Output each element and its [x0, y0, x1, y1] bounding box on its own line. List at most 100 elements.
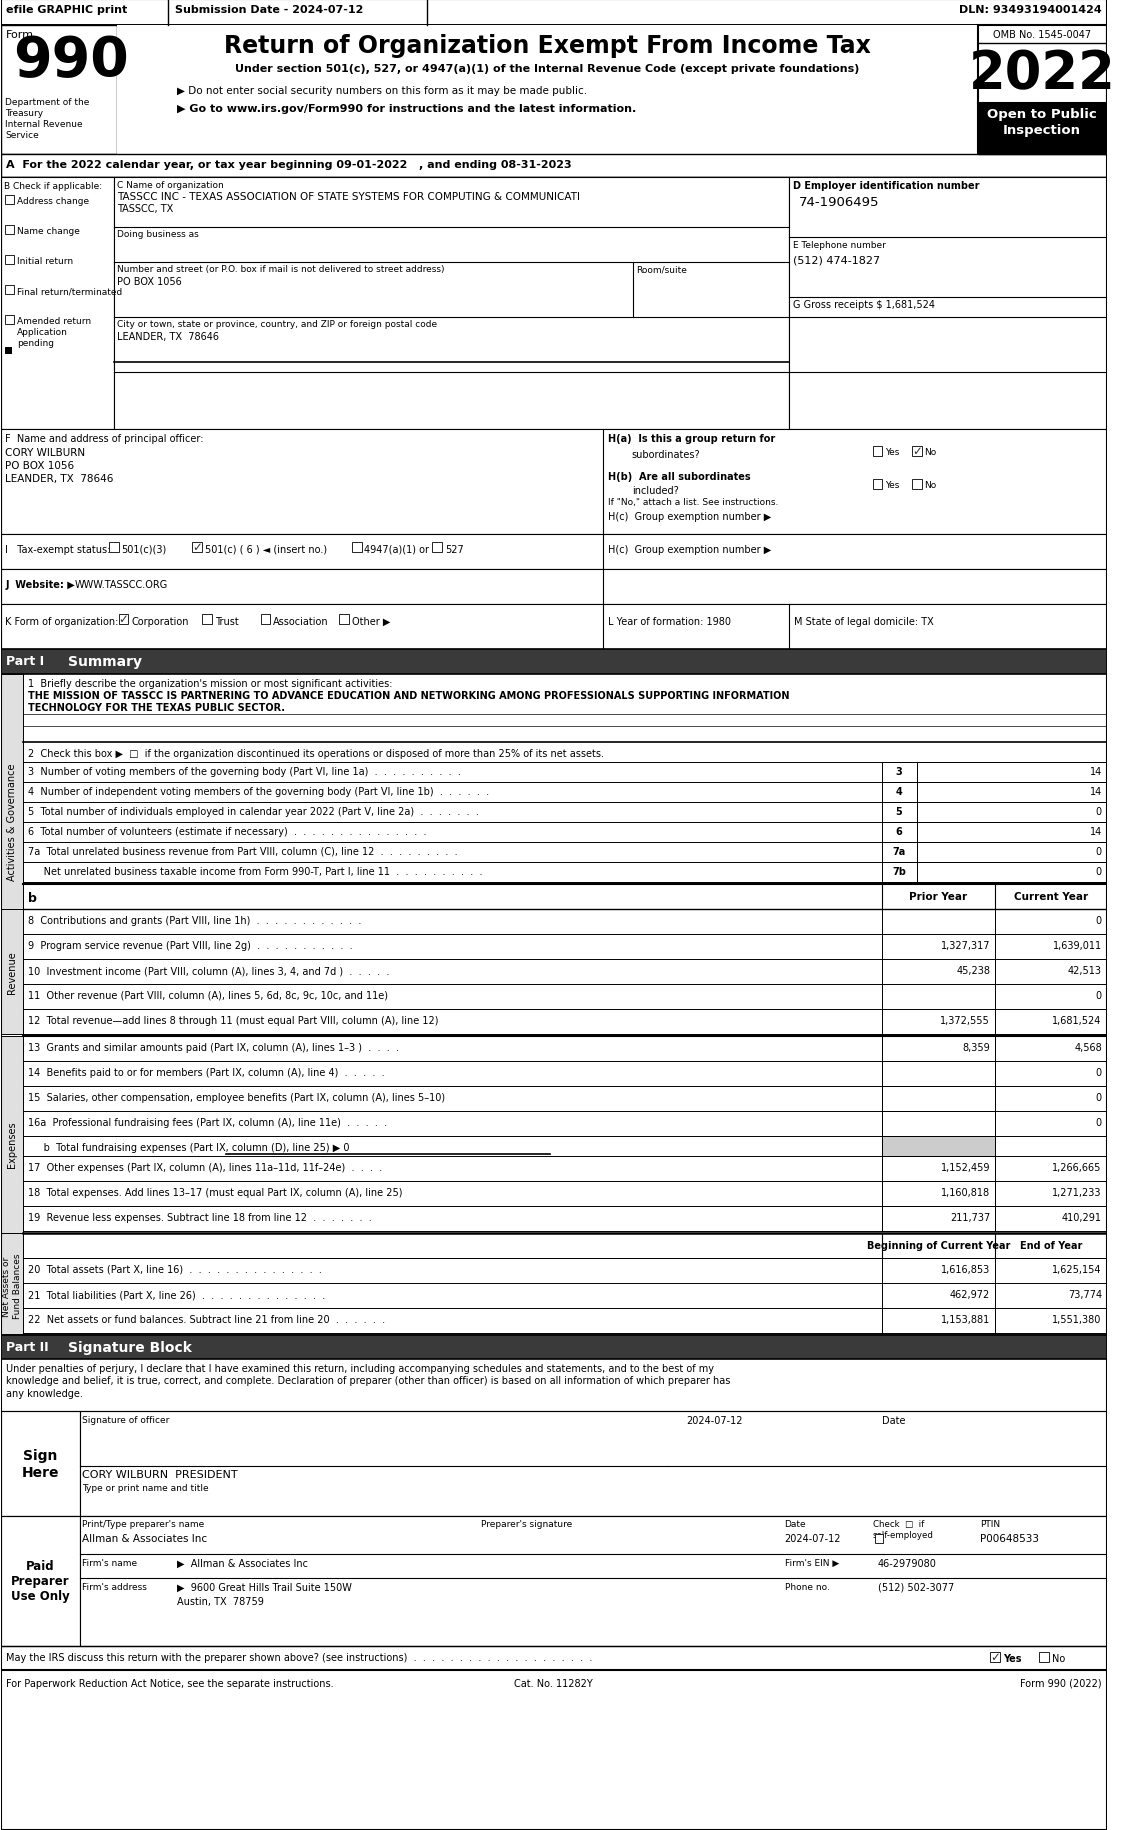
Text: 14: 14 — [1089, 787, 1102, 796]
Text: 0: 0 — [1095, 990, 1102, 1001]
Text: 1,372,555: 1,372,555 — [940, 1016, 990, 1025]
Text: 46-2979080: 46-2979080 — [877, 1557, 936, 1568]
Text: 13  Grants and similar amounts paid (Part IX, column (A), lines 1–3 )  .  .  .  : 13 Grants and similar amounts paid (Part… — [27, 1043, 399, 1052]
Text: 17  Other expenses (Part IX, column (A), lines 11a–11d, 11f–24e)  .  .  .  .: 17 Other expenses (Part IX, column (A), … — [27, 1162, 382, 1173]
Bar — [114, 178, 789, 430]
Bar — [192, 544, 202, 553]
Bar — [917, 783, 1106, 803]
Text: Date: Date — [785, 1519, 806, 1528]
Text: Part II: Part II — [6, 1340, 49, 1352]
Bar — [883, 822, 917, 842]
Bar — [6, 348, 12, 355]
Text: 2  Check this box ▶  □  if the organization discontinued its operations or dispo: 2 Check this box ▶ □ if the organization… — [27, 748, 604, 759]
Text: ▶  Allman & Associates Inc: ▶ Allman & Associates Inc — [177, 1557, 308, 1568]
Text: H(a)  Is this a group return for: H(a) Is this a group return for — [609, 434, 776, 443]
Bar — [432, 544, 441, 553]
Text: Trust: Trust — [215, 617, 238, 626]
Text: 14: 14 — [1089, 767, 1102, 776]
Bar — [883, 1206, 995, 1232]
Text: 2024-07-12: 2024-07-12 — [785, 1534, 841, 1543]
Text: ✓: ✓ — [990, 1651, 1000, 1663]
Text: 990: 990 — [12, 35, 129, 88]
Text: H(c)  Group exemption number ▶: H(c) Group exemption number ▶ — [609, 512, 771, 522]
Text: 10  Investment income (Part VIII, column (A), lines 3, 4, and 7d )  .  .  .  .  : 10 Investment income (Part VIII, column … — [27, 966, 390, 975]
Text: Return of Organization Exempt From Income Tax: Return of Organization Exempt From Incom… — [225, 35, 870, 59]
Bar — [1, 26, 1106, 156]
Text: End of Year: End of Year — [1019, 1241, 1082, 1250]
Text: H(b)  Are all subordinates: H(b) Are all subordinates — [609, 472, 751, 481]
Text: CORY WILBURN: CORY WILBURN — [6, 448, 85, 458]
Bar — [116, 26, 979, 156]
Text: 14  Benefits paid to or for members (Part IX, column (A), line 4)  .  .  .  .  .: 14 Benefits paid to or for members (Part… — [27, 1067, 384, 1078]
Text: OMB No. 1545-0047: OMB No. 1545-0047 — [994, 29, 1091, 40]
Bar — [23, 884, 1106, 910]
Text: Austin, TX  78759: Austin, TX 78759 — [177, 1596, 264, 1607]
Text: Net unrelated business taxable income from Form 990-T, Part I, line 11  .  .  . : Net unrelated business taxable income fr… — [27, 867, 482, 877]
Bar — [917, 822, 1106, 842]
Text: PTIN: PTIN — [980, 1519, 1000, 1528]
Text: 42,513: 42,513 — [1068, 966, 1102, 975]
Text: Yes: Yes — [1003, 1652, 1022, 1663]
Text: I   Tax-exempt status:: I Tax-exempt status: — [6, 545, 111, 554]
Text: Final return/terminated: Final return/terminated — [17, 287, 122, 296]
Text: (512) 474-1827: (512) 474-1827 — [794, 254, 881, 265]
Text: Sign
Here: Sign Here — [21, 1449, 59, 1479]
Text: 9  Program service revenue (Part VIII, line 2g)  .  .  .  .  .  .  .  .  .  .  .: 9 Program service revenue (Part VIII, li… — [27, 941, 352, 950]
Text: 18  Total expenses. Add lines 13–17 (must equal Part IX, column (A), line 25): 18 Total expenses. Add lines 13–17 (must… — [27, 1188, 402, 1197]
Text: PO BOX 1056: PO BOX 1056 — [6, 461, 75, 470]
Bar — [883, 862, 917, 882]
Bar — [1039, 1652, 1049, 1662]
Text: 4: 4 — [895, 787, 902, 796]
Text: Expenses: Expenses — [7, 1120, 17, 1168]
Text: Doing business as: Doing business as — [116, 231, 199, 240]
Text: J  Website: ▶: J Website: ▶ — [6, 580, 75, 589]
Text: 4,568: 4,568 — [1074, 1043, 1102, 1052]
Text: Firm's name: Firm's name — [82, 1557, 138, 1566]
Text: efile GRAPHIC print: efile GRAPHIC print — [6, 5, 128, 15]
Text: 8,359: 8,359 — [962, 1043, 990, 1052]
Text: ✓: ✓ — [192, 542, 202, 554]
Text: 0: 0 — [1095, 1118, 1102, 1127]
Bar — [883, 803, 917, 822]
Text: E Telephone number: E Telephone number — [794, 242, 886, 251]
Bar — [1, 569, 1106, 604]
Bar — [1, 178, 114, 430]
Text: Phone no.: Phone no. — [785, 1583, 830, 1590]
Bar — [6, 196, 14, 205]
Text: 12  Total revenue—add lines 8 through 11 (must equal Part VIII, column (A), line: 12 Total revenue—add lines 8 through 11 … — [27, 1016, 438, 1025]
Text: 1  Briefly describe the organization's mission or most significant activities:: 1 Briefly describe the organization's mi… — [27, 679, 392, 688]
Bar — [1, 1036, 23, 1252]
Bar — [883, 1111, 995, 1136]
Text: Application: Application — [17, 328, 68, 337]
Text: TASSCC INC - TEXAS ASSOCIATION OF STATE SYSTEMS FOR COMPUTING & COMMUNICATI: TASSCC INC - TEXAS ASSOCIATION OF STATE … — [116, 192, 579, 201]
Text: Yes: Yes — [885, 481, 900, 490]
Text: Paid
Preparer
Use Only: Paid Preparer Use Only — [11, 1559, 70, 1603]
Text: 0: 0 — [1095, 807, 1102, 816]
Text: 0: 0 — [1095, 915, 1102, 926]
Text: 7a: 7a — [893, 847, 905, 856]
Text: No: No — [1052, 1652, 1065, 1663]
Text: Department of the
Treasury
Internal Revenue
Service: Department of the Treasury Internal Reve… — [6, 99, 89, 141]
Bar — [202, 615, 212, 624]
Text: Corporation: Corporation — [131, 617, 189, 626]
Bar — [1, 604, 1106, 650]
Bar — [873, 447, 883, 458]
Text: Revenue: Revenue — [7, 950, 17, 994]
Text: THE MISSION OF TASSCC IS PARTNERING TO ADVANCE EDUCATION AND NETWORKING AMONG PR: THE MISSION OF TASSCC IS PARTNERING TO A… — [27, 690, 789, 714]
Bar — [883, 1036, 995, 1061]
Text: 73,774: 73,774 — [1068, 1290, 1102, 1299]
Text: b: b — [27, 891, 36, 904]
Text: ✓: ✓ — [912, 445, 921, 458]
Text: 1,160,818: 1,160,818 — [942, 1188, 990, 1197]
Text: 6  Total number of volunteers (estimate if necessary)  .  .  .  .  .  .  .  .  .: 6 Total number of volunteers (estimate i… — [27, 827, 426, 836]
Text: H(c)  Group exemption number ▶: H(c) Group exemption number ▶ — [609, 545, 771, 554]
Text: Name change: Name change — [17, 227, 80, 236]
Bar — [789, 178, 1106, 430]
Text: (512) 502-3077: (512) 502-3077 — [877, 1583, 954, 1592]
Bar — [883, 842, 917, 862]
Bar — [875, 1534, 884, 1543]
Bar — [1, 910, 23, 1034]
Text: 1,551,380: 1,551,380 — [1052, 1314, 1102, 1325]
Text: P00648533: P00648533 — [980, 1534, 1040, 1543]
Text: 74-1906495: 74-1906495 — [799, 196, 879, 209]
